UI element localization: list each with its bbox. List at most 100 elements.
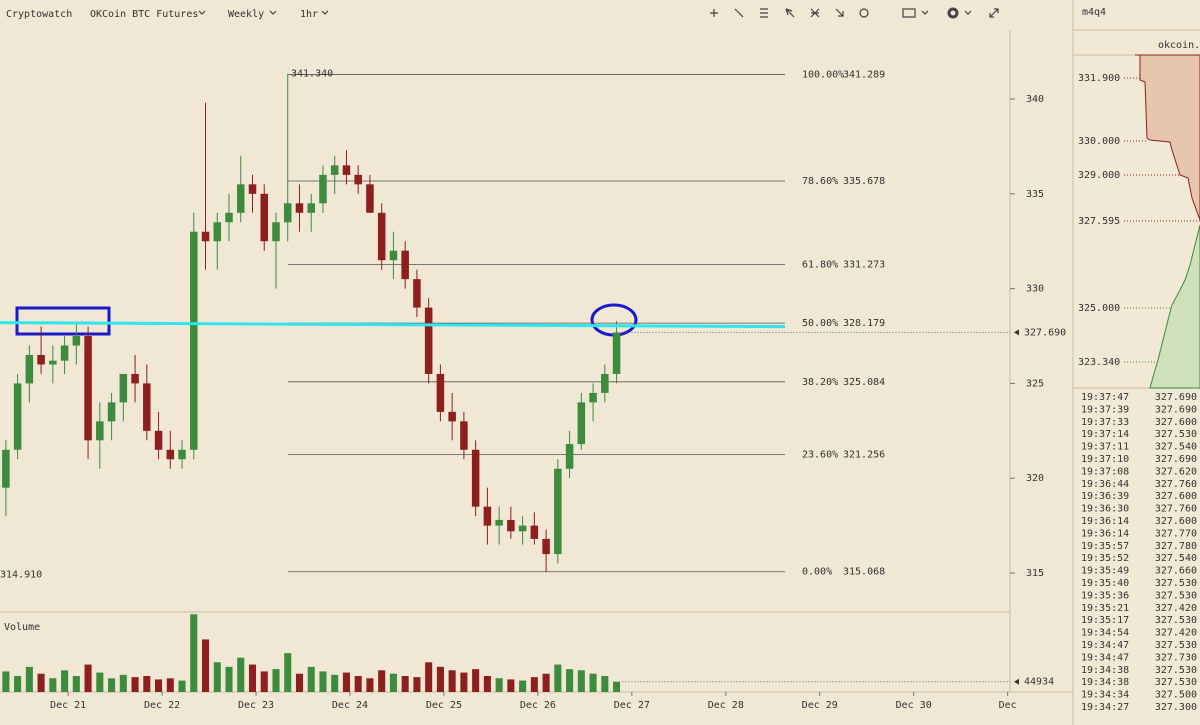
chevron	[964, 10, 972, 15]
volume-bar	[61, 670, 69, 692]
settings-button[interactable]	[947, 7, 959, 19]
volume-bar	[260, 671, 268, 692]
trade-price: 327.420	[1155, 603, 1197, 614]
circle-tool[interactable]	[859, 8, 869, 18]
x-tick-label: Dec	[999, 700, 1017, 711]
fib-level: 50.00%	[802, 318, 838, 329]
fib-level: 0.00%	[802, 567, 832, 578]
line-tool[interactable]	[734, 8, 744, 18]
candle-body	[143, 383, 151, 431]
candle-body	[471, 449, 480, 507]
fib-level: 78.60%	[802, 176, 838, 187]
trade-price: 327.660	[1155, 566, 1197, 577]
candle-body	[601, 373, 609, 393]
candle-body	[389, 250, 398, 261]
orderbook-price: 323.340	[1078, 357, 1120, 368]
candle-body	[554, 468, 562, 555]
volume-bar	[272, 669, 280, 692]
volume-bar	[213, 662, 221, 692]
market-select[interactable]: OKCoin BTC Futures	[90, 9, 198, 20]
last-price-arrow	[1014, 329, 1019, 336]
fib-price: 315.068	[843, 567, 885, 578]
trade-time: 19:37:08	[1081, 466, 1129, 477]
keyboard-button[interactable]	[902, 8, 916, 18]
volume-bar	[483, 676, 491, 692]
brand[interactable]: Cryptowatch	[6, 9, 72, 20]
volume-bar	[319, 671, 327, 692]
orderbook-price: 330.000	[1078, 136, 1120, 147]
chevron	[269, 10, 277, 15]
volume-bar	[566, 669, 574, 692]
volume-bar	[131, 677, 139, 692]
fib-level: 100.00%	[802, 70, 844, 81]
volume-bar	[495, 678, 503, 692]
hline-tool[interactable]	[760, 8, 768, 18]
candle-body	[178, 449, 186, 460]
candle-body	[25, 354, 34, 384]
range-select[interactable]: Weekly	[228, 9, 264, 20]
trade-time: 19:35:57	[1081, 541, 1129, 552]
orderbook-price: 327.595	[1078, 216, 1120, 227]
candle-body	[377, 212, 386, 261]
fib-tool[interactable]	[810, 8, 820, 18]
candle-body	[119, 373, 128, 403]
trade-time: 19:34:34	[1081, 690, 1129, 701]
trade-price: 327.530	[1155, 640, 1197, 651]
fullscreen-button[interactable]	[989, 8, 999, 18]
y-tick-label: 315	[1026, 568, 1044, 579]
chevron	[198, 10, 206, 15]
interval-select[interactable]: 1hr	[300, 9, 318, 20]
arrow-tool[interactable]	[835, 8, 844, 17]
trade-price: 327.770	[1155, 528, 1197, 539]
trade-time: 19:35:52	[1081, 553, 1129, 564]
candle-body	[577, 402, 586, 445]
ray-tool[interactable]	[785, 8, 795, 18]
volume-bar	[401, 676, 409, 692]
fib-price: 331.273	[843, 259, 885, 270]
annotation-box	[15, 306, 111, 336]
volume-bar	[49, 678, 57, 692]
plot: 315 320 325 330 335 340 Dec 21 Dec 22 Dec 23 Dec …	[0, 69, 1200, 713]
trade-time: 19:34:47	[1081, 640, 1129, 651]
trade-price: 327.730	[1155, 652, 1197, 663]
horizontal-line	[0, 321, 786, 329]
trade-time: 19:36:30	[1081, 504, 1129, 515]
candle-body	[495, 519, 503, 526]
trade-time: 19:36:39	[1081, 491, 1129, 502]
candle-body	[507, 519, 515, 532]
volume-bar	[436, 666, 444, 692]
volume-bar	[613, 681, 621, 692]
volume-bar	[25, 666, 33, 692]
trade-price: 327.540	[1155, 553, 1197, 564]
candle-body	[13, 383, 22, 450]
trade-price: 327.690	[1155, 404, 1197, 415]
fib-price: 325.084	[843, 377, 885, 388]
x-tick-label: Dec 24	[332, 700, 368, 711]
volume-bar	[366, 678, 374, 692]
volume-marker-arrow	[1014, 678, 1019, 685]
y-tick-label: 325	[1026, 378, 1044, 389]
fib-level: 61.80%	[802, 259, 838, 270]
trade-time: 19:37:11	[1081, 442, 1129, 453]
volume-bar	[389, 673, 397, 692]
candle-body	[49, 360, 57, 365]
x-tick-label: Dec 22	[144, 700, 180, 711]
volume-bar	[284, 653, 292, 692]
candle-body	[283, 203, 292, 223]
volume-bar	[354, 676, 362, 692]
candle-body	[84, 336, 92, 441]
trade-price: 327.530	[1155, 429, 1197, 440]
x-tick-label: Dec 21	[50, 700, 86, 711]
volume-bar	[237, 657, 245, 692]
volume-bar	[190, 614, 198, 692]
x-tick-label: Dec 29	[802, 700, 838, 711]
candle-body	[612, 332, 621, 374]
trade-price: 327.530	[1155, 615, 1197, 626]
x-tick-label: Dec 28	[708, 700, 744, 711]
crosshair-tool[interactable]	[710, 9, 718, 17]
candle-body	[154, 430, 163, 450]
candle-body	[354, 174, 362, 185]
volume-bar	[425, 662, 433, 692]
trade-time: 19:35:49	[1081, 566, 1129, 577]
